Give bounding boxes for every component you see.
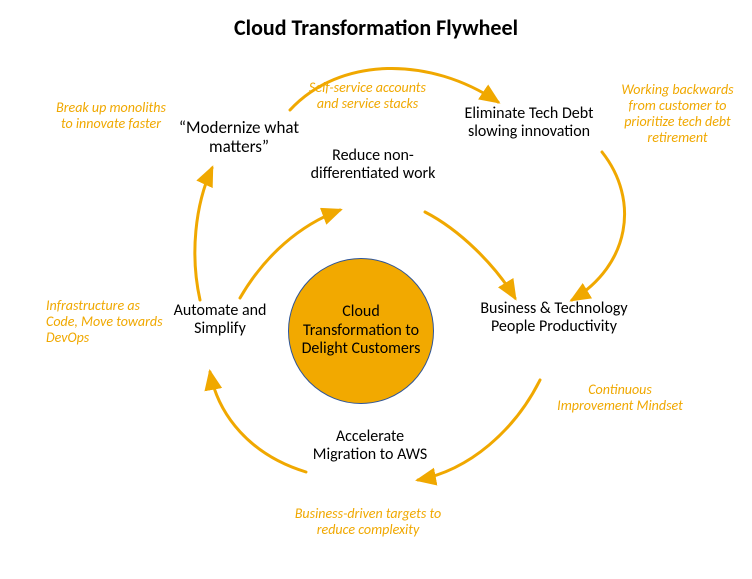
center-circle: Cloud Transformation to Delight Customer… — [288, 258, 434, 404]
node-eliminate: Eliminate Tech Debt slowing innovation — [444, 105, 614, 141]
annot-a6: Infrastructure as Code, Move towards Dev… — [46, 298, 174, 346]
arrow-accelerate-to-automate — [210, 372, 306, 472]
annot-a4: Continuous Improvement Mindset — [555, 382, 685, 414]
arrow-automate-to-modernize — [195, 168, 212, 300]
arrow-eliminate-to-productivity — [572, 152, 625, 300]
annot-a3: Working backwards from customer to prior… — [610, 82, 745, 146]
flywheel-diagram: Cloud Transformation Flywheel Cloud Tran… — [0, 0, 752, 579]
node-modernize: “Modernize what matters” — [164, 118, 314, 156]
center-label: Cloud Transformation to Delight Customer… — [289, 303, 433, 358]
arrow-reduce-to-productivity — [425, 212, 515, 298]
node-productivity: Business & Technology People Productivit… — [470, 300, 638, 336]
arrow-productivity-to-accelerate — [418, 380, 540, 480]
annot-a1: Break up monoliths to innovate faster — [56, 100, 166, 132]
node-automate: Automate and Simplify — [170, 302, 270, 338]
node-reduce: Reduce non-differentiated work — [303, 147, 443, 183]
annot-a2: Self-service accounts and service stacks — [300, 80, 435, 112]
page-title: Cloud Transformation Flywheel — [0, 14, 752, 41]
node-accelerate: Accelerate Migration to AWS — [305, 428, 435, 464]
annot-a5: Business-driven targets to reduce comple… — [288, 506, 448, 538]
